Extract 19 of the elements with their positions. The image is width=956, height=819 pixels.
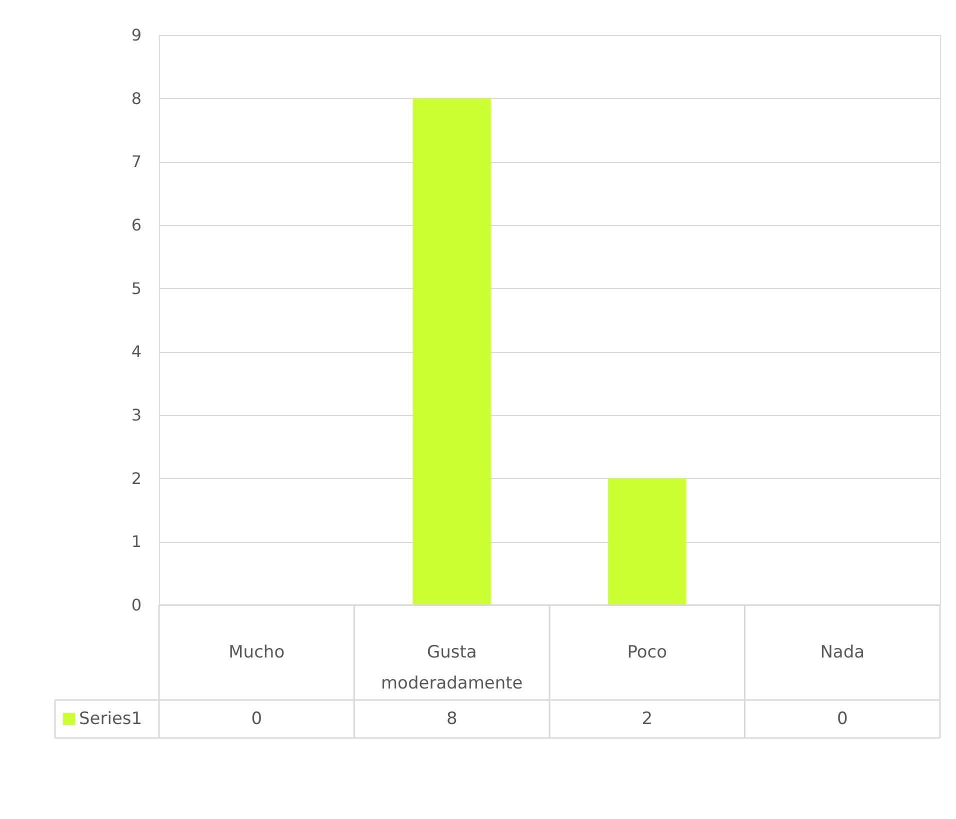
x-tick-label: Nada <box>820 642 865 662</box>
data-label: 8 <box>446 709 458 729</box>
legend-label: Series1 <box>79 709 142 729</box>
y-tick-label: 4 <box>131 342 142 362</box>
data-label: 0 <box>836 709 848 729</box>
y-tick-label: 7 <box>131 152 142 172</box>
x-tick-label: Gusta moderadamente <box>381 642 523 694</box>
data-label: 0 <box>251 709 262 729</box>
data-label: 2 <box>642 709 653 729</box>
y-tick-label: 2 <box>131 468 142 488</box>
y-tick-label: 1 <box>131 532 142 552</box>
y-tick-label: 3 <box>131 406 142 424</box>
y-tick-label: 9 <box>131 26 142 44</box>
y-tick-label: 0 <box>131 596 142 614</box>
y-tick-label: 5 <box>131 278 142 298</box>
y-tick-label: 8 <box>131 88 142 108</box>
x-tick-label: Mucho <box>228 642 285 662</box>
y-tick-label: 6 <box>131 216 142 234</box>
x-tick-label: Poco <box>627 642 668 662</box>
